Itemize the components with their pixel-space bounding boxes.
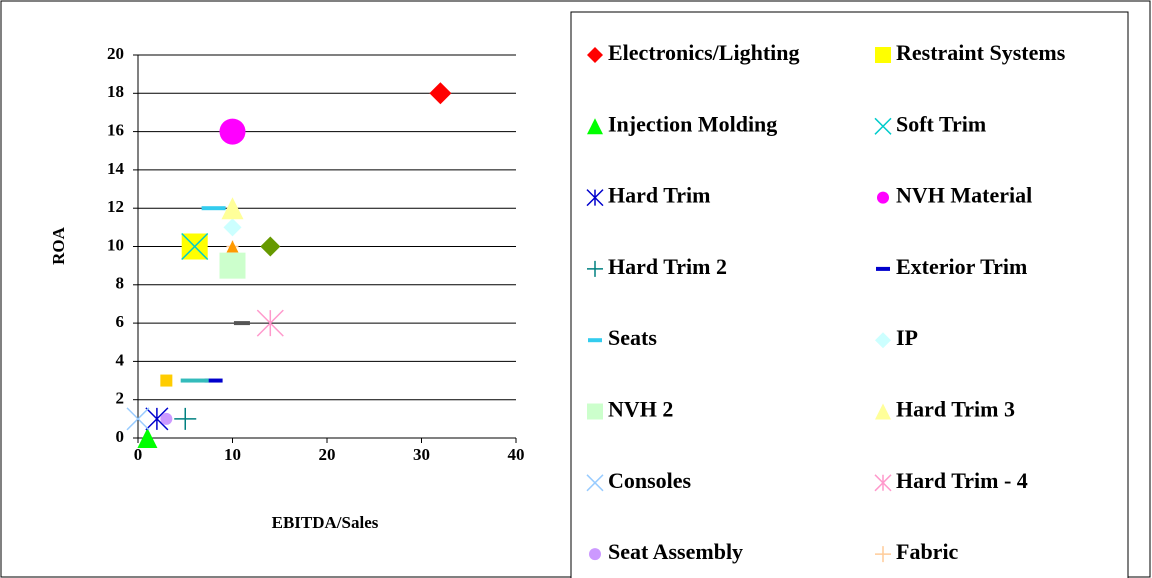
legend-label: Hard Trim - 4 <box>896 468 1028 493</box>
data-point <box>160 374 173 387</box>
x-tick-label: 20 <box>319 445 336 464</box>
y-tick-label: 4 <box>116 350 125 369</box>
data-point <box>256 309 284 337</box>
legend-marker <box>589 548 601 561</box>
data-point <box>219 118 246 145</box>
legend-marker <box>875 332 891 349</box>
data-point <box>221 197 244 220</box>
data-point <box>137 428 158 448</box>
legend-marker <box>587 260 603 277</box>
y-tick-label: 6 <box>116 312 125 331</box>
legend-marker <box>877 191 889 204</box>
data-point <box>145 407 169 431</box>
y-tick-label: 16 <box>107 121 124 140</box>
legend-marker <box>875 47 891 63</box>
data-point <box>201 206 226 211</box>
legend-marker <box>587 47 603 63</box>
legend-label: Hard Trim <box>608 183 710 208</box>
legend-label: Electronics/Lighting <box>608 40 800 65</box>
legend-marker <box>874 474 892 492</box>
x-tick-label: 0 <box>134 445 143 464</box>
legend-box <box>570 11 1129 578</box>
legend-marker <box>588 338 602 343</box>
data-point <box>126 407 150 431</box>
y-tick-label: 2 <box>116 389 125 408</box>
legend-label: Hard Trim 2 <box>608 254 727 279</box>
legend-marker <box>874 117 892 135</box>
legend-marker <box>586 189 604 207</box>
legend-label: Restraint Systems <box>896 40 1066 65</box>
legend-marker <box>587 118 603 135</box>
data-point <box>260 236 281 257</box>
legend-marker <box>876 266 890 271</box>
data-point <box>180 378 209 383</box>
y-tick-label: 20 <box>107 44 124 63</box>
data-point <box>223 218 242 237</box>
x-tick-label: 40 <box>508 445 525 464</box>
legend-label: Hard Trim 3 <box>896 397 1015 422</box>
legend-label: Consoles <box>608 468 692 493</box>
data-point <box>429 82 452 105</box>
data-point <box>181 232 209 261</box>
x-tick-label: 30 <box>413 445 430 464</box>
legend-label: NVH 2 <box>608 397 673 422</box>
x-axis-label: EBITDA/Sales <box>272 513 379 532</box>
legend-label: Fabric <box>896 539 959 564</box>
data-point <box>160 412 173 425</box>
legend-label: IP <box>896 325 918 350</box>
y-axis-label: ROA <box>49 226 68 265</box>
data-point <box>174 407 197 430</box>
y-tick-label: 18 <box>107 82 124 101</box>
y-tick-label: 12 <box>107 197 124 216</box>
data-point <box>204 378 223 383</box>
data-point <box>226 240 239 253</box>
legend-label: Seat Assembly <box>608 539 743 564</box>
y-tick-label: 14 <box>107 159 125 178</box>
y-tick-label: 0 <box>116 427 125 446</box>
legend-label: Soft Trim <box>896 111 986 136</box>
legend-marker <box>587 403 603 420</box>
x-tick-label: 10 <box>224 445 241 464</box>
legend-label: Exterior Trim <box>896 254 1027 279</box>
data-point <box>233 321 250 326</box>
y-tick-label: 10 <box>107 235 124 254</box>
y-tick-label: 8 <box>116 274 125 293</box>
legend-marker <box>875 403 891 420</box>
legend-label: NVH Material <box>896 183 1032 208</box>
legend-marker <box>586 474 604 492</box>
legend-label: Injection Molding <box>608 111 777 136</box>
legend-label: Seats <box>608 325 657 350</box>
data-point <box>219 252 246 279</box>
legend-marker <box>875 546 891 563</box>
